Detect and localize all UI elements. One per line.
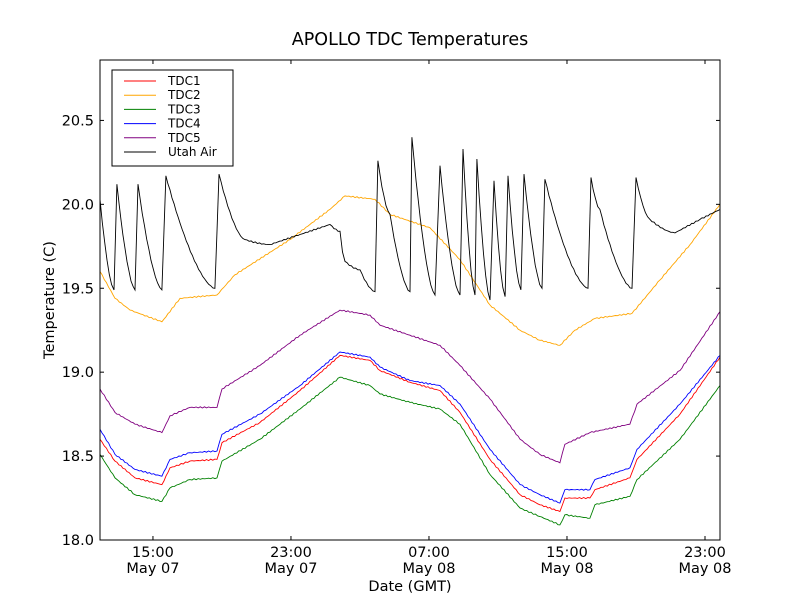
series-line-tdc4 bbox=[100, 351, 720, 504]
x-tick-label-time: 15:00 bbox=[132, 545, 174, 561]
legend-label: TDC5 bbox=[167, 131, 201, 145]
x-tick-label-time: 23:00 bbox=[270, 545, 312, 561]
x-tick-label-time: 15:00 bbox=[546, 545, 588, 561]
x-tick-label-date: May 08 bbox=[540, 561, 593, 577]
y-axis-label: Temperature (C) bbox=[42, 241, 58, 360]
y-tick-label: 18.5 bbox=[62, 449, 94, 465]
series-line-tdc2 bbox=[100, 195, 720, 346]
x-tick-label-time: 23:00 bbox=[684, 545, 726, 561]
y-tick-label: 19.0 bbox=[62, 365, 94, 381]
x-tick-label-time: 07:00 bbox=[408, 545, 450, 561]
y-tick-label: 20.5 bbox=[62, 113, 94, 129]
x-tick-label-date: May 07 bbox=[264, 561, 317, 577]
x-axis-label: Date (GMT) bbox=[368, 579, 451, 595]
plot-frame bbox=[99, 59, 721, 541]
series-line-tdc5 bbox=[100, 309, 720, 464]
series-line-utah-air bbox=[100, 137, 720, 301]
y-tick-label: 18.0 bbox=[62, 533, 94, 549]
legend-label: TDC3 bbox=[167, 102, 201, 116]
x-tick-label-date: May 08 bbox=[678, 561, 731, 577]
y-tick-label: 20.0 bbox=[62, 197, 94, 213]
series-line-tdc1 bbox=[100, 354, 720, 513]
x-tick-label-date: May 08 bbox=[402, 561, 455, 577]
y-tick-label: 19.5 bbox=[62, 281, 94, 297]
legend-box bbox=[111, 69, 234, 167]
x-tick-label-date: May 07 bbox=[126, 561, 179, 577]
legend-label: TDC4 bbox=[167, 117, 201, 131]
y-axis: 18.0 18.5 19.0 19.5 20.0 20.5 bbox=[62, 113, 720, 549]
series-line-tdc3 bbox=[100, 376, 720, 526]
chart-title: APOLLO TDC Temperatures bbox=[292, 30, 528, 50]
legend-label: TDC1 bbox=[167, 74, 201, 88]
legend-label: Utah Air bbox=[168, 145, 217, 159]
legend-label: TDC2 bbox=[167, 88, 201, 102]
